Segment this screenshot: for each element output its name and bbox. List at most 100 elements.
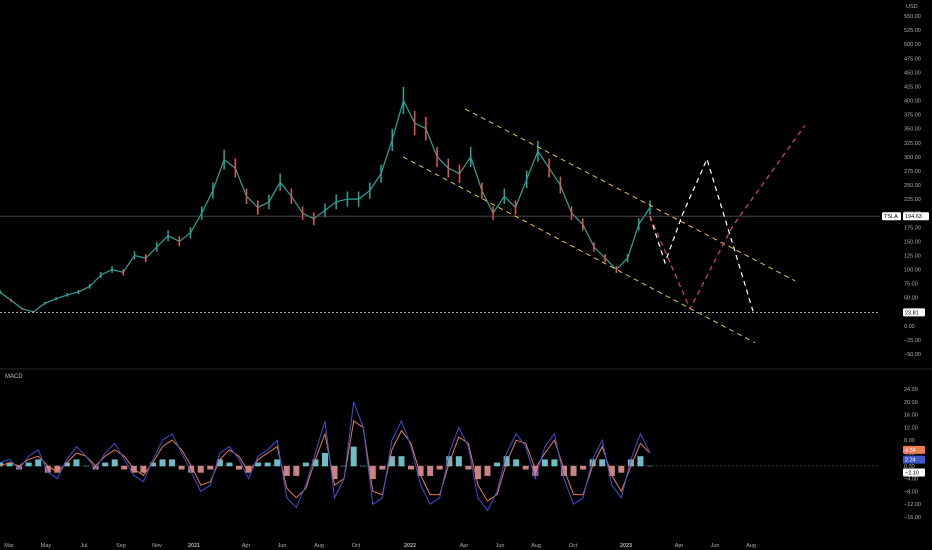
projection-path (649, 157, 754, 312)
time-axis-label: Aug (314, 543, 324, 549)
price-tick-label: 75.00 (904, 282, 918, 288)
macd-histogram-bar (599, 459, 606, 467)
macd-tick-label: −16.00 (904, 515, 921, 521)
macd-histogram-bar (560, 465, 567, 476)
price-tick-label: 550.00 (904, 14, 921, 20)
macd-histogram-bar (341, 465, 348, 467)
time-axis-label: Mar (4, 543, 14, 549)
price-tick-label: 100.00 (904, 268, 921, 274)
macd-histogram-bar (398, 456, 405, 467)
symbol-badge: TSLA (884, 214, 898, 220)
macd-histogram-bar (235, 465, 242, 470)
time-axis-label: Jun (711, 543, 720, 549)
macd-histogram-bar (178, 465, 185, 470)
macd-histogram-bar (245, 465, 252, 473)
macd-histogram-bar (608, 465, 615, 476)
price-tick-label: −50.00 (904, 352, 921, 358)
price-tick-label: 525.00 (904, 28, 921, 34)
macd-tick-label: −4.00 (904, 477, 918, 483)
price-tick-label: 425.00 (904, 84, 921, 90)
macd-histogram-bar (388, 456, 395, 467)
projection-path (649, 124, 806, 311)
time-axis-label: Nov (152, 543, 162, 549)
macd-histogram-bar (35, 459, 42, 467)
price-tick-label: 300.00 (904, 155, 921, 161)
macd-histogram-bar (589, 459, 596, 467)
price-tick-label: 475.00 (904, 56, 921, 62)
time-axis-label: Jun (278, 543, 287, 549)
macd-histogram-bar (25, 462, 32, 467)
time-axis-label: 2022 (404, 543, 416, 549)
time-axis-label: Apr (242, 543, 251, 549)
macd-histogram-bar (494, 462, 501, 467)
price-tick-label: 50.00 (904, 296, 918, 302)
time-axis-label: Oct (352, 543, 361, 549)
price-tick-label: −25.00 (904, 338, 921, 344)
price-tick-label: 275.00 (904, 169, 921, 175)
macd-histogram-bar (474, 465, 481, 480)
macd-tick-label: 4.00 (904, 451, 915, 457)
macd-badge-bg (903, 445, 925, 454)
time-axis: Mar May Jul Sep Nov 2021 Apr Jun Aug Oct 2022 Apr Ju… (4, 543, 756, 549)
macd-histogram-bar (102, 462, 109, 467)
macd-histogram-bar (350, 446, 357, 467)
time-axis-label: Oct (569, 543, 578, 549)
macd-histogram-bar (369, 465, 376, 480)
macd-histogram-bar (63, 462, 70, 467)
macd-histogram-bar (16, 465, 23, 470)
macd-histogram-bar (446, 456, 453, 467)
macd-histogram-bar (580, 465, 587, 470)
macd-histogram-bar (322, 453, 328, 467)
macd-histogram-bar (503, 456, 510, 467)
macd-histogram-bar (302, 462, 309, 467)
time-axis-label: Aug (531, 543, 541, 549)
macd-tick-label: 8.00 (904, 438, 915, 444)
macd-histogram-bar (169, 459, 176, 467)
macd-histogram-bar (551, 459, 558, 467)
price-pane: 550.00 525.00 500.00 475.00 450.00 425.00 400.… (0, 14, 929, 358)
macd-histogram-bar (283, 465, 290, 476)
macd-tick-label: 16.00 (904, 413, 918, 419)
macd-histogram-bar (522, 465, 529, 470)
time-axis-label: 2021 (188, 543, 200, 549)
macd-histogram-bar (637, 456, 644, 467)
macd-histogram-bar (6, 462, 13, 467)
macd-tick-label: 12.00 (904, 425, 918, 431)
macd-histogram-bar (83, 465, 90, 467)
macd-histogram-bar (44, 465, 51, 473)
macd-histogram-bar (627, 459, 634, 467)
price-tick-label: 375.00 (904, 113, 921, 119)
price-tick-label: 250.00 (904, 183, 921, 189)
macd-histogram-bar (207, 465, 214, 470)
macd-histogram-bar (0, 462, 3, 467)
macd-badge-bg (903, 455, 925, 464)
macd-histogram-bar (618, 465, 625, 473)
time-axis-label: Apr (675, 543, 684, 549)
time-axis-label: Sep (116, 543, 126, 549)
macd-histogram-bar (111, 459, 118, 467)
currency-label: USD (906, 4, 918, 10)
macd-histogram-bar (293, 465, 300, 476)
macd-histogram-bar (484, 465, 491, 476)
macd-histogram-bar (532, 465, 539, 476)
macd-histogram-bar (360, 465, 367, 467)
macd-histogram-bar (513, 459, 520, 467)
macd-histogram-bar (92, 465, 99, 470)
macd-tick-label: −8.00 (904, 489, 918, 495)
symbol-badge-bg (882, 212, 901, 221)
macd-badge: 2.24 (905, 458, 916, 464)
macd-badge: 4.34 (905, 448, 916, 454)
time-axis-label: Apr (460, 543, 469, 549)
macd-histogram-bar (455, 456, 462, 467)
macd-histogram-bar (188, 465, 195, 473)
macd-tick-label: 0.00 (904, 464, 915, 470)
time-axis-label: 2023 (620, 543, 632, 549)
price-tick-label: 500.00 (904, 42, 921, 48)
macd-histogram-bar (312, 459, 319, 467)
macd-histogram-bar (274, 459, 281, 467)
macd-histogram-bar (541, 459, 548, 467)
time-axis-label: Jul (80, 543, 87, 549)
macd-histogram-bar (647, 465, 653, 467)
macd-histogram-bar (570, 465, 577, 476)
